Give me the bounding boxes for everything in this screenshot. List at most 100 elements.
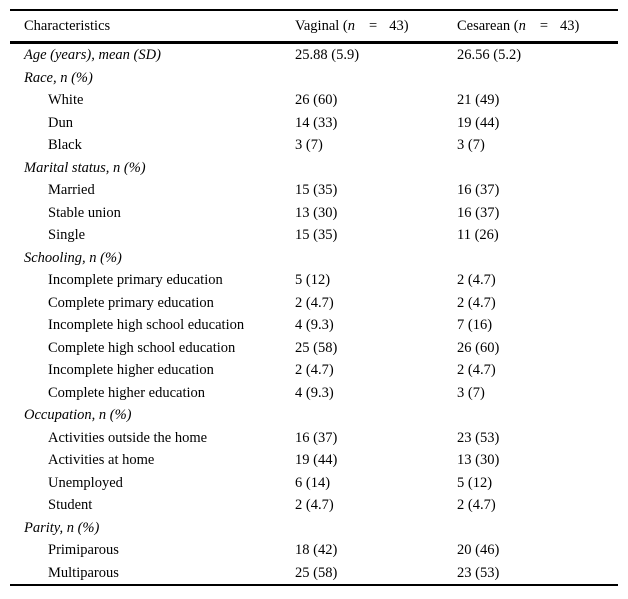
table-row: Complete high school education 25 (58) 2… bbox=[10, 337, 618, 360]
row-cesarean-value: 26.56 (5.2) bbox=[457, 47, 522, 63]
header-cesarean-group: Cesarean (n = 43) bbox=[457, 19, 618, 34]
row-label: Activities outside the home bbox=[48, 429, 208, 446]
row-cesarean-value: 5 (12) bbox=[457, 474, 493, 491]
table-row: Primiparous 18 (42) 20 (46) bbox=[10, 539, 618, 562]
header-cesarean-prefix: Cesarean ( bbox=[457, 17, 519, 34]
table-row: Incomplete primary education 5 (12) 2 (4… bbox=[10, 269, 618, 292]
row-label: Occupation, n (%) bbox=[24, 407, 132, 423]
row-cesarean-value: 2 (4.7) bbox=[457, 294, 496, 311]
row-vaginal-value: 15 (35) bbox=[295, 227, 338, 243]
row-cesarean-value: 16 (37) bbox=[457, 182, 500, 198]
row-label: Complete higher education bbox=[48, 384, 206, 401]
row-cesarean-value: 3 (7) bbox=[457, 384, 485, 401]
row-cesarean-value: 13 (30) bbox=[457, 452, 500, 468]
table-header-row: Characteristics Vaginal (n = 43) Cesarean … bbox=[10, 11, 618, 44]
row-cesarean-value: 19 (44) bbox=[457, 114, 500, 131]
header-characteristics: Characteristics bbox=[24, 17, 111, 34]
row-vaginal-value: 26 (60) bbox=[295, 92, 338, 108]
row-label: Activities at home bbox=[48, 452, 155, 468]
table-row: Complete higher education 4 (9.3) 3 (7) bbox=[10, 382, 618, 405]
row-cesarean-value: 2 (4.7) bbox=[457, 272, 496, 288]
row-label: White bbox=[48, 92, 84, 108]
row-vaginal-value: 5 (12) bbox=[295, 272, 331, 288]
row-label: Marital status, n (%) bbox=[24, 159, 146, 176]
row-cesarean-value: 20 (46) bbox=[457, 542, 500, 558]
table-row: Incomplete higher education 2 (4.7) 2 (4… bbox=[10, 359, 618, 382]
row-label: Incomplete primary education bbox=[48, 272, 223, 288]
table-row: Black 3 (7) 3 (7) bbox=[10, 134, 618, 157]
row-label: Dun bbox=[48, 114, 73, 131]
row-vaginal-value: 18 (42) bbox=[295, 542, 338, 558]
row-label: Student bbox=[48, 497, 93, 513]
row-label: Incomplete higher education bbox=[48, 362, 214, 378]
table-row: Occupation, n (%) bbox=[10, 404, 618, 427]
table-row: Schooling, n (%) bbox=[10, 247, 618, 270]
row-label: Race, n (%) bbox=[24, 69, 93, 86]
header-vaginal-n: n bbox=[347, 17, 355, 34]
row-vaginal-value: 13 (30) bbox=[295, 204, 338, 221]
row-cesarean-value: 23 (53) bbox=[457, 429, 500, 446]
row-cesarean-value: 23 (53) bbox=[457, 564, 500, 581]
table-row: Incomplete high school education 4 (9.3)… bbox=[10, 314, 618, 337]
table-row: Activities at home 19 (44) 13 (30) bbox=[10, 449, 618, 472]
row-vaginal-value: 15 (35) bbox=[295, 182, 338, 198]
row-cesarean-value: 2 (4.7) bbox=[457, 362, 496, 378]
table-row: Married 15 (35) 16 (37) bbox=[10, 179, 618, 202]
row-cesarean-value: 26 (60) bbox=[457, 339, 500, 356]
row-cesarean-value: 2 (4.7) bbox=[457, 497, 496, 513]
row-vaginal-value: 19 (44) bbox=[295, 452, 338, 468]
row-vaginal-value: 25 (58) bbox=[295, 564, 338, 581]
header-vaginal-equals: = bbox=[369, 17, 378, 34]
row-label: Unemployed bbox=[48, 474, 123, 491]
header-cesarean-count: 43) bbox=[560, 17, 580, 34]
row-label: Schooling, n (%) bbox=[24, 249, 122, 266]
table-row: Parity, n (%) bbox=[10, 517, 618, 540]
table-row: Activities outside the home 16 (37) 23 (… bbox=[10, 427, 618, 450]
row-label: Primiparous bbox=[48, 542, 119, 558]
table-row: White 26 (60) 21 (49) bbox=[10, 89, 618, 112]
row-cesarean-value: 3 (7) bbox=[457, 137, 485, 153]
table-row: Race, n (%) bbox=[10, 67, 618, 90]
row-cesarean-value: 21 (49) bbox=[457, 92, 500, 108]
row-vaginal-value: 16 (37) bbox=[295, 429, 338, 446]
row-label: Age (years), mean (SD) bbox=[24, 47, 161, 63]
row-label: Incomplete high school education bbox=[48, 317, 245, 333]
row-label: Complete high school education bbox=[48, 339, 236, 356]
row-vaginal-value: 25 (58) bbox=[295, 339, 338, 356]
row-cesarean-value: 7 (16) bbox=[457, 317, 493, 333]
row-label: Black bbox=[48, 137, 82, 153]
table-body: Age (years), mean (SD) 25.88 (5.9) 26.56… bbox=[10, 44, 618, 584]
row-cesarean-value: 16 (37) bbox=[457, 204, 500, 221]
row-vaginal-value: 25.88 (5.9) bbox=[295, 47, 360, 63]
row-vaginal-value: 4 (9.3) bbox=[295, 317, 334, 333]
row-vaginal-value: 4 (9.3) bbox=[295, 384, 334, 401]
header-vaginal-group: Vaginal (n = 43) bbox=[295, 19, 457, 34]
row-vaginal-value: 14 (33) bbox=[295, 114, 338, 131]
row-vaginal-value: 3 (7) bbox=[295, 137, 323, 153]
header-cesarean-equals: = bbox=[539, 17, 549, 34]
table-row: Age (years), mean (SD) 25.88 (5.9) 26.56… bbox=[10, 44, 618, 67]
row-label: Complete primary education bbox=[48, 294, 214, 311]
table-row: Complete primary education 2 (4.7) 2 (4.… bbox=[10, 292, 618, 315]
table-row: Student 2 (4.7) 2 (4.7) bbox=[10, 494, 618, 517]
row-label: Single bbox=[48, 227, 86, 243]
row-label: Married bbox=[48, 182, 95, 198]
table-row: Marital status, n (%) bbox=[10, 157, 618, 180]
header-vaginal-prefix: Vaginal ( bbox=[295, 17, 348, 34]
row-label: Parity, n (%) bbox=[24, 519, 100, 536]
row-label: Stable union bbox=[48, 204, 121, 221]
row-label: Multiparous bbox=[48, 564, 119, 581]
table-row: Unemployed 6 (14) 5 (12) bbox=[10, 472, 618, 495]
table-row: Stable union 13 (30) 16 (37) bbox=[10, 202, 618, 225]
table-row: Multiparous 25 (58) 23 (53) bbox=[10, 562, 618, 585]
header-vaginal-count: 43) bbox=[389, 17, 409, 34]
table-row: Dun 14 (33) 19 (44) bbox=[10, 112, 618, 135]
row-vaginal-value: 2 (4.7) bbox=[295, 294, 334, 311]
characteristics-table: Characteristics Vaginal (n = 43) Cesarean … bbox=[10, 9, 618, 586]
table-row: Single 15 (35) 11 (26) bbox=[10, 224, 618, 247]
row-cesarean-value: 11 (26) bbox=[457, 227, 499, 243]
row-vaginal-value: 6 (14) bbox=[295, 474, 331, 491]
header-cesarean-n: n bbox=[518, 17, 526, 34]
row-vaginal-value: 2 (4.7) bbox=[295, 497, 334, 513]
row-vaginal-value: 2 (4.7) bbox=[295, 362, 334, 378]
